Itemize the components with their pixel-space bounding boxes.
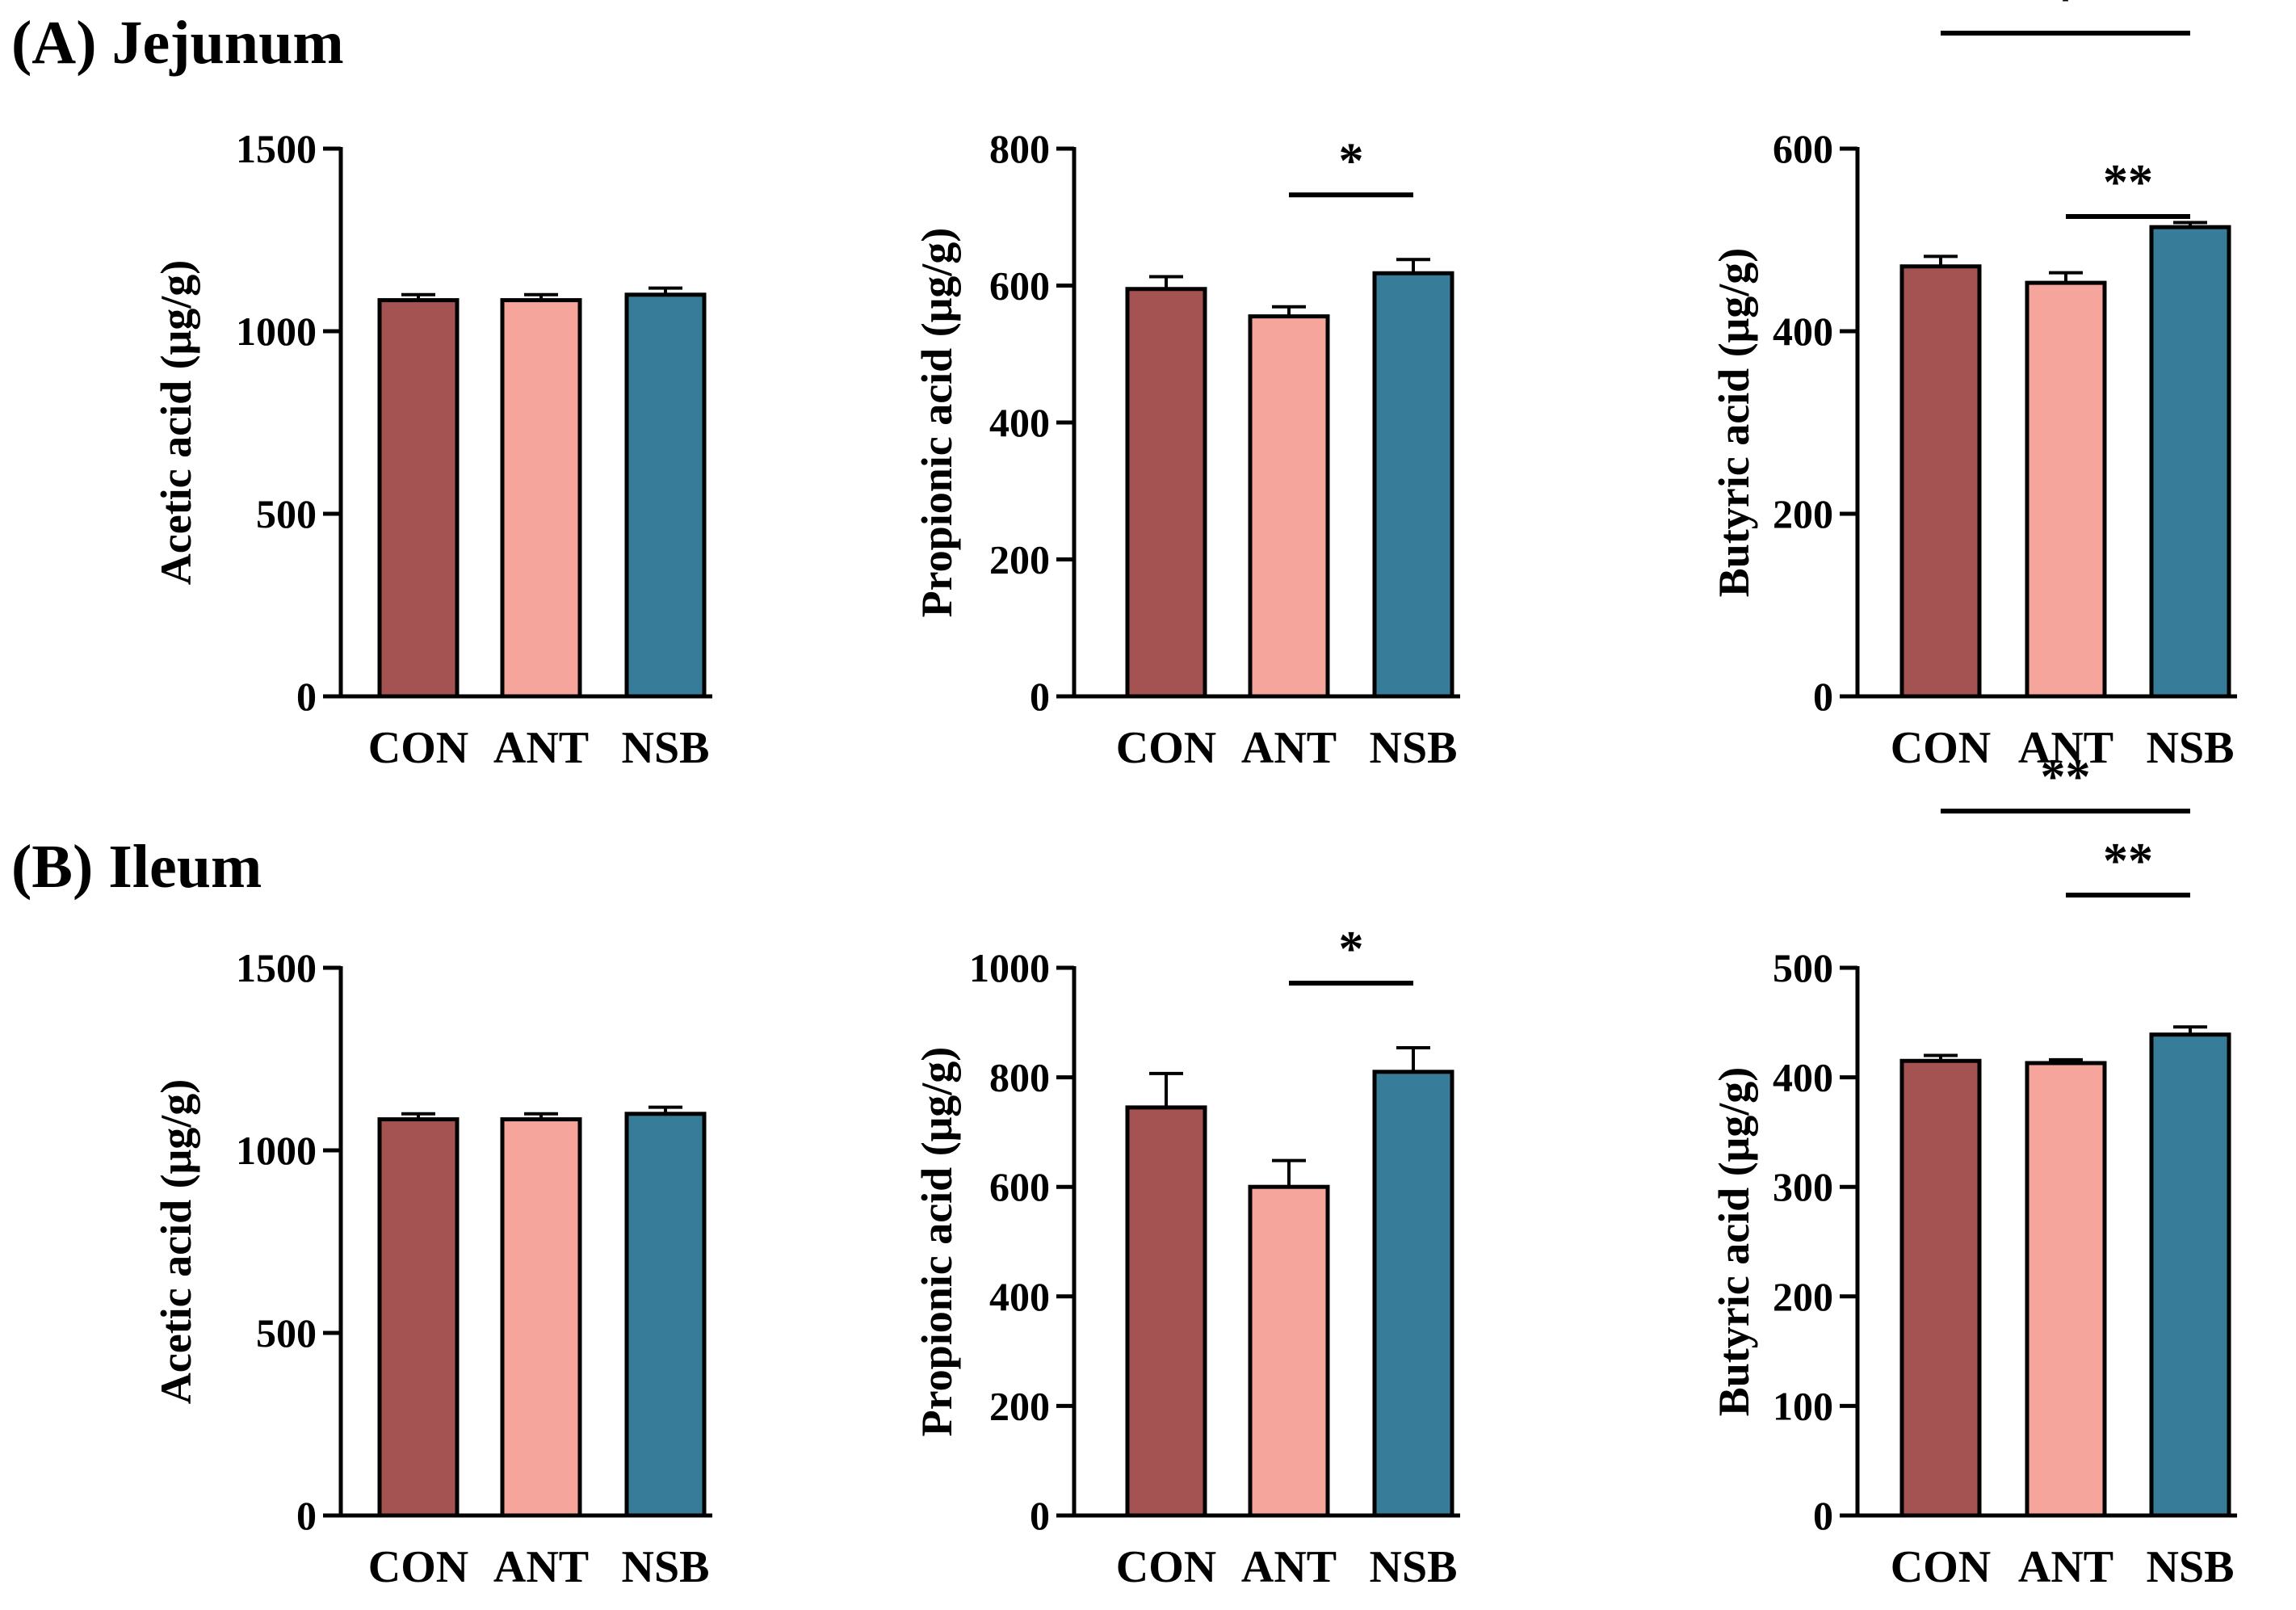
y-tick-label: 800 bbox=[989, 126, 1050, 171]
x-tick-label: NSB bbox=[622, 1542, 710, 1592]
y-tick-label: 1500 bbox=[236, 945, 317, 990]
y-tick-label: 400 bbox=[989, 400, 1050, 445]
y-tick-label: 400 bbox=[1773, 309, 1833, 354]
y-tick-label: 400 bbox=[1773, 1055, 1833, 1100]
y-tick-label: 1000 bbox=[236, 1128, 317, 1173]
bar-ant bbox=[500, 298, 582, 699]
y-tick-label: 500 bbox=[256, 491, 317, 536]
y-tick-label: 0 bbox=[1030, 674, 1050, 719]
y-tick-label: 1000 bbox=[969, 945, 1050, 990]
y-tick-label: 600 bbox=[989, 263, 1050, 309]
y-axis-label: Butyric acid (μg/g) bbox=[1710, 248, 1758, 598]
x-tick-label: NSB bbox=[2147, 1542, 2235, 1592]
y-axis-label: Acetic acid (μg/g) bbox=[152, 1079, 200, 1404]
chart-panel-2: CON ANT NSB 0 200 400 600 800 Propionic acid (μg… bbox=[913, 126, 1460, 773]
bar-ant bbox=[1248, 314, 1330, 699]
y-tick-label: 200 bbox=[1773, 1274, 1833, 1319]
y-axis-label: Butyric acid (μg/g) bbox=[1710, 1067, 1758, 1417]
bar-con bbox=[377, 1117, 460, 1518]
y-tick-label: 600 bbox=[1773, 126, 1833, 171]
bar-ant bbox=[2025, 280, 2107, 699]
x-tick-label: ANT bbox=[1241, 723, 1337, 773]
y-axis-label: Acetic acid (μg/g) bbox=[152, 260, 200, 585]
y-tick-label: 800 bbox=[989, 1055, 1050, 1100]
bar-nsb bbox=[2149, 1032, 2231, 1518]
y-axis-label: Propionic acid (μg/g) bbox=[913, 1047, 961, 1437]
x-tick-label: CON bbox=[1891, 723, 1991, 773]
y-tick-label: 400 bbox=[989, 1274, 1050, 1319]
chart-panel-1: CON ANT NSB 0 500 1000 1500 Acetic acid (μg/g) bbox=[152, 126, 712, 773]
y-tick-label: 600 bbox=[989, 1164, 1050, 1209]
bar-con bbox=[1125, 287, 1207, 699]
bar-nsb bbox=[2149, 225, 2231, 699]
bar-ant bbox=[2025, 1061, 2107, 1518]
bar-nsb bbox=[1372, 271, 1454, 699]
y-tick-label: 300 bbox=[1773, 1164, 1833, 1209]
y-axis-label: Propionic acid (μg/g) bbox=[913, 228, 961, 618]
y-tick-label: 0 bbox=[296, 1493, 317, 1538]
chart-panel-5: CON ANT NSB 0 200 400 600 800 1000 Propionic acid… bbox=[913, 922, 1460, 1592]
x-tick-label: CON bbox=[1116, 1542, 1216, 1592]
section-title-ileum: (B) Ileum bbox=[11, 833, 262, 901]
y-tick-label: 100 bbox=[1773, 1383, 1833, 1428]
x-tick-label: CON bbox=[1116, 723, 1216, 773]
significance-label: ** bbox=[2103, 155, 2153, 210]
y-tick-label: 0 bbox=[1813, 1493, 1833, 1538]
bar-ant bbox=[500, 1117, 582, 1518]
x-tick-label: NSB bbox=[1370, 723, 1458, 773]
y-tick-label: 1500 bbox=[236, 126, 317, 171]
y-tick-label: 200 bbox=[1773, 491, 1833, 536]
y-tick-label: 200 bbox=[989, 537, 1050, 582]
x-tick-label: CON bbox=[368, 1542, 468, 1592]
y-tick-label: 500 bbox=[256, 1310, 317, 1356]
y-tick-label: 0 bbox=[1813, 674, 1833, 719]
significance-label: * bbox=[1339, 922, 1364, 977]
significance-label: ** bbox=[2041, 750, 2091, 805]
x-tick-label: CON bbox=[368, 723, 468, 773]
x-tick-label: NSB bbox=[622, 723, 710, 773]
y-tick-label: 1000 bbox=[236, 309, 317, 354]
bar-con bbox=[1899, 1058, 1982, 1518]
bar-con bbox=[1899, 264, 1982, 699]
x-tick-label: ANT bbox=[2018, 1542, 2113, 1592]
bar-con bbox=[1125, 1105, 1207, 1518]
y-tick-label: 0 bbox=[296, 674, 317, 719]
bar-con bbox=[377, 298, 460, 699]
chart-panel-6: CON ANT NSB 0 100 200 300 400 500 Butyric acid (μ… bbox=[1710, 750, 2237, 1592]
bar-nsb bbox=[624, 1112, 707, 1518]
x-tick-label: ANT bbox=[1241, 1542, 1337, 1592]
x-tick-label: ANT bbox=[2018, 723, 2113, 773]
x-tick-label: ANT bbox=[493, 723, 589, 773]
x-tick-label: NSB bbox=[1370, 1542, 1458, 1592]
significance-label: ** bbox=[2103, 834, 2153, 889]
x-tick-label: ANT bbox=[493, 1542, 589, 1592]
significance-label: * bbox=[1339, 133, 1364, 188]
significance-label: * bbox=[2053, 0, 2078, 27]
y-tick-label: 200 bbox=[989, 1383, 1050, 1428]
x-tick-label: CON bbox=[1891, 1542, 1991, 1592]
x-tick-label: NSB bbox=[2147, 723, 2235, 773]
bar-nsb bbox=[624, 292, 707, 699]
chart-panel-4: CON ANT NSB 0 500 1000 1500 Acetic acid (μg/g) bbox=[152, 945, 712, 1592]
bar-nsb bbox=[1372, 1070, 1454, 1518]
y-tick-label: 0 bbox=[1030, 1493, 1050, 1538]
bar-ant bbox=[1248, 1184, 1330, 1518]
y-tick-label: 500 bbox=[1773, 945, 1833, 990]
section-title-jejunum: (A) Jejunum bbox=[11, 9, 344, 77]
